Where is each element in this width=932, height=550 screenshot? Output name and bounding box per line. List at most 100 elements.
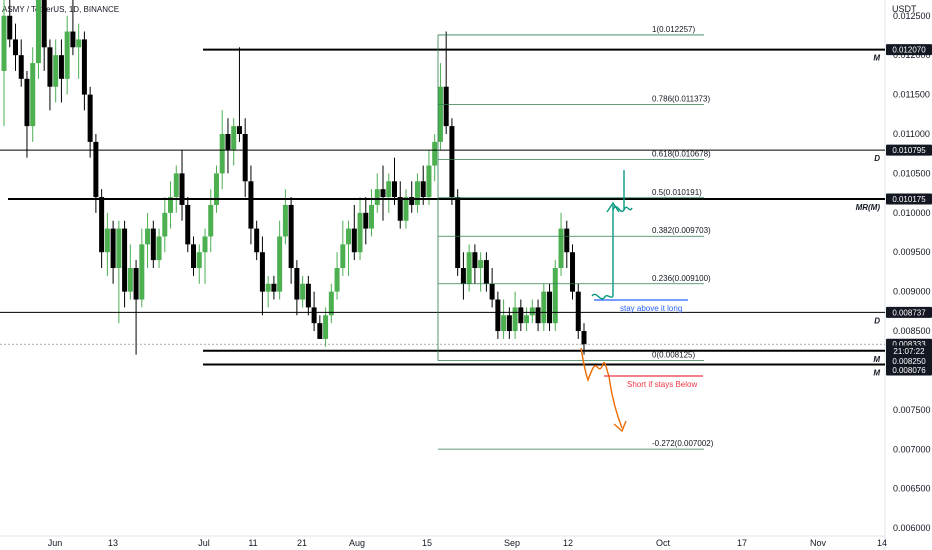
candle-body (185, 204, 191, 245)
level-tag: M (873, 355, 880, 364)
candle-body (466, 252, 472, 284)
candle-body (18, 55, 24, 79)
candle-body (386, 181, 392, 198)
candle-bullish (478, 252, 484, 292)
candle-bullish (64, 15, 70, 95)
candle-bullish (277, 220, 283, 300)
candle-body (558, 228, 564, 268)
candle-bearish (185, 197, 191, 253)
x-tick-label: Aug (349, 538, 365, 548)
candle-bullish (127, 244, 133, 300)
fib-level-label: 0.5(0.010191) (652, 188, 702, 197)
price-box (886, 355, 932, 367)
candle-body (512, 307, 518, 332)
candle-body (259, 252, 265, 292)
level-tag: M (873, 368, 880, 377)
candle-bullish (116, 220, 122, 324)
fib-retracement[interactable]: 1(0.012257) 0.786(0.011373) 0.618(0.010678… (437, 25, 714, 450)
candle-bearish (70, 0, 76, 56)
candle-body (328, 291, 334, 316)
candle-body (340, 244, 346, 268)
price-axis-labels[interactable]: 0.012070 0.010795 0.010175 0.008737 0.008333… (886, 44, 932, 376)
y-tick-label: 0.006000 (893, 523, 931, 533)
candle-bullish (346, 220, 352, 276)
fib-level-label: 0.786(0.011373) (652, 95, 710, 104)
candle-bullish (386, 173, 392, 213)
candle-bearish (93, 134, 99, 213)
candle-body (104, 228, 110, 253)
candle-bullish (1, 0, 7, 127)
candle-bullish (374, 173, 380, 213)
candle-body (122, 228, 128, 292)
candle-body (363, 212, 369, 229)
candle-bearish (317, 315, 323, 339)
price-box (886, 144, 932, 156)
candle-bearish (449, 118, 455, 205)
candle-body (455, 197, 461, 268)
candle-body (294, 268, 300, 300)
x-axis[interactable]: Jun 13 Jul 11 21 Aug 15 Sep 12 Oct 17 Nov 14 (48, 538, 887, 548)
candle-body (150, 228, 156, 261)
candle-bullish (139, 228, 145, 308)
candle-body (414, 181, 420, 205)
x-tick-label: 12 (563, 538, 573, 548)
x-tick-label: Oct (656, 538, 671, 548)
candle-body (1, 15, 7, 71)
x-tick-label: 17 (737, 538, 747, 548)
candle-body (506, 315, 512, 332)
candle-bullish (524, 307, 530, 332)
candle-bearish (18, 39, 24, 87)
candle-body (53, 55, 59, 87)
candle-bearish (58, 39, 64, 103)
candle-body (127, 268, 133, 292)
candle-bearish (24, 70, 30, 158)
candle-body (489, 283, 495, 300)
candle-bearish (47, 39, 53, 111)
candle-body (133, 268, 139, 300)
candle-bullish (30, 47, 36, 142)
candle-bullish (231, 118, 237, 166)
candle-bearish (518, 299, 524, 332)
candle-body (271, 283, 277, 292)
candle-body (535, 307, 541, 324)
candle-body (191, 244, 197, 268)
candle-body (282, 204, 288, 237)
candle-body (374, 189, 380, 205)
candle-bearish (99, 189, 105, 268)
y-axis[interactable]: 0.012500 0.012000 0.011500 0.011000 0.010500… (893, 11, 931, 533)
candle-body (391, 181, 397, 198)
candle-bullish (173, 165, 179, 213)
candle-body (145, 228, 151, 245)
x-tick-label: Jun (48, 538, 63, 548)
candle-bullish (282, 189, 288, 245)
candle-bullish (558, 212, 564, 276)
fib-level-label: 1(0.012257) (652, 25, 695, 34)
candle-bearish (271, 275, 277, 300)
candle-body (403, 197, 409, 221)
level-tag: M (873, 54, 880, 63)
candle-body (524, 315, 530, 324)
candle-body (288, 204, 294, 268)
price-box (886, 306, 932, 318)
y-tick-label: 0.010000 (893, 208, 931, 218)
fib-level-label: -0.272(0.007002) (652, 439, 714, 448)
candle-body (248, 181, 254, 229)
candle-body (581, 331, 587, 345)
candle-bullish (265, 275, 271, 308)
candle-bearish (535, 299, 541, 332)
y-tick-label: 0.009000 (893, 287, 931, 297)
candle-bullish (340, 220, 346, 276)
candle-bullish (414, 173, 420, 213)
candle-body (265, 283, 271, 292)
candle-body (449, 126, 455, 198)
candle-body (99, 197, 105, 253)
candle-body (357, 212, 363, 253)
candle-bearish (391, 157, 397, 205)
price-box-label: 0.008076 (892, 366, 926, 375)
candle-body (7, 15, 13, 40)
x-tick-label: 15 (422, 538, 432, 548)
candle-body (323, 315, 329, 339)
y-tick-label: 0.010500 (893, 168, 931, 178)
